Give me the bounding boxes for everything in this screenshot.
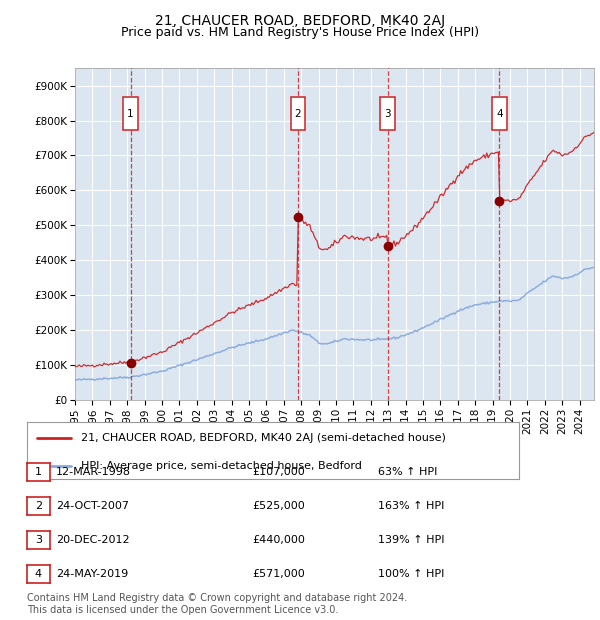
Text: HPI: Average price, semi-detached house, Bedford: HPI: Average price, semi-detached house,… [81,461,362,471]
FancyBboxPatch shape [123,97,138,130]
Text: 163% ↑ HPI: 163% ↑ HPI [378,501,445,511]
Text: 4: 4 [35,569,42,579]
FancyBboxPatch shape [492,97,506,130]
Text: 4: 4 [496,108,503,118]
Text: 139% ↑ HPI: 139% ↑ HPI [378,535,445,545]
Text: 1: 1 [35,467,42,477]
Text: £440,000: £440,000 [252,535,305,545]
Text: 24-OCT-2007: 24-OCT-2007 [56,501,129,511]
Text: 100% ↑ HPI: 100% ↑ HPI [378,569,445,579]
Text: 24-MAY-2019: 24-MAY-2019 [56,569,128,579]
Text: 1: 1 [127,108,134,118]
Text: 3: 3 [35,535,42,545]
Text: 21, CHAUCER ROAD, BEDFORD, MK40 2AJ (semi-detached house): 21, CHAUCER ROAD, BEDFORD, MK40 2AJ (sem… [81,433,446,443]
Text: 2: 2 [35,501,42,511]
Text: 12-MAR-1998: 12-MAR-1998 [56,467,131,477]
Text: Contains HM Land Registry data © Crown copyright and database right 2024.
This d: Contains HM Land Registry data © Crown c… [27,593,407,615]
Text: Price paid vs. HM Land Registry's House Price Index (HPI): Price paid vs. HM Land Registry's House … [121,26,479,39]
Text: 20-DEC-2012: 20-DEC-2012 [56,535,130,545]
Text: £571,000: £571,000 [252,569,305,579]
Text: 2: 2 [295,108,301,118]
Text: 63% ↑ HPI: 63% ↑ HPI [378,467,437,477]
FancyBboxPatch shape [380,97,395,130]
FancyBboxPatch shape [291,97,305,130]
Text: 3: 3 [385,108,391,118]
Text: £107,000: £107,000 [252,467,305,477]
Text: 21, CHAUCER ROAD, BEDFORD, MK40 2AJ: 21, CHAUCER ROAD, BEDFORD, MK40 2AJ [155,14,445,28]
Text: £525,000: £525,000 [252,501,305,511]
